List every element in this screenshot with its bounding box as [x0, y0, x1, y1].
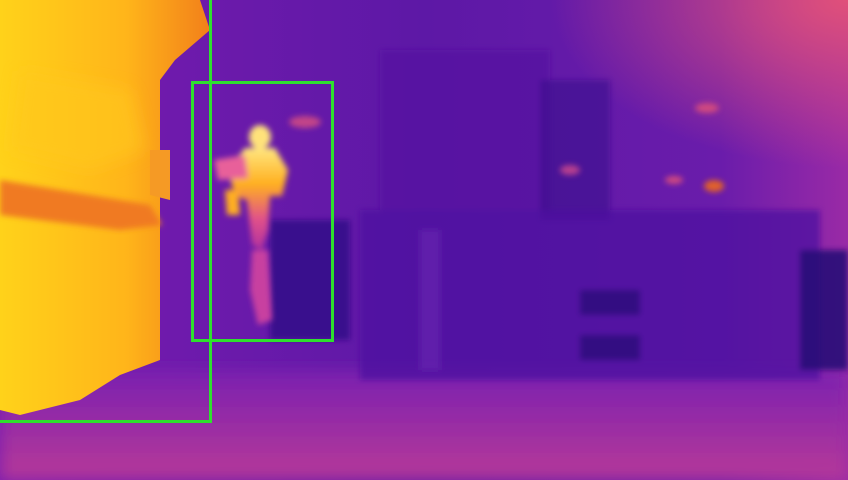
- floor: [0, 370, 848, 480]
- background-equipment: [270, 50, 848, 380]
- warm-spots: [289, 103, 724, 192]
- hot-foreground-object: [0, 0, 210, 415]
- person-silhouette: [214, 125, 288, 325]
